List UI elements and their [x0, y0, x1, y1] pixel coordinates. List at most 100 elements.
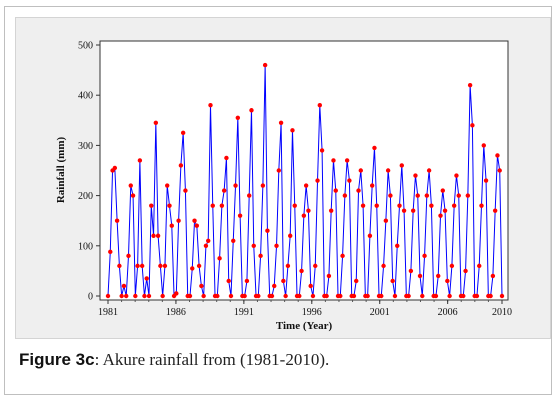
data-point: [415, 193, 420, 198]
data-point: [474, 293, 480, 299]
data-point: [121, 283, 127, 289]
data-point: [360, 203, 366, 208]
plot-area: [99, 40, 509, 301]
data-point: [388, 193, 393, 198]
data-point: [142, 293, 147, 299]
data-point: [499, 293, 505, 299]
data-point: [221, 188, 227, 193]
data-point: [379, 293, 384, 299]
data-point: [190, 266, 195, 271]
data-point: [406, 293, 411, 299]
data-point: [251, 243, 256, 248]
data-point: [385, 168, 391, 173]
data-point: [187, 293, 193, 299]
data-point: [139, 263, 145, 269]
x-tick-label: 1986: [166, 307, 186, 318]
caption-label: Figure 3c: [19, 350, 95, 369]
data-point: [438, 213, 443, 218]
data-point: [278, 120, 284, 126]
data-point: [347, 178, 352, 183]
data-point: [117, 263, 122, 269]
x-tick-label: 2001: [370, 307, 390, 318]
data-point: [481, 143, 486, 148]
data-point: [436, 273, 441, 279]
data-point: [237, 213, 243, 218]
data-point: [206, 238, 211, 243]
rainfall-chart: 0 100 200 300 400 500 1981 1986 1991 1996 2001 200…: [55, 40, 512, 332]
data-point: [445, 278, 450, 284]
data-point: [124, 293, 129, 299]
data-point: [301, 213, 307, 218]
data-point: [470, 123, 475, 128]
data-point: [372, 145, 377, 151]
data-point: [395, 243, 400, 248]
data-point: [426, 168, 432, 173]
data-point: [272, 283, 277, 289]
data-point: [128, 183, 133, 188]
data-point: [392, 293, 398, 299]
data-point: [374, 203, 379, 208]
data-point: [303, 183, 309, 188]
data-point: [226, 278, 231, 284]
figure-frame: 0 100 200 300 400 500 1981 1986 1991 1996 2001 200…: [4, 6, 552, 395]
data-point: [331, 158, 336, 163]
data-point: [356, 188, 361, 193]
data-point: [408, 268, 414, 274]
data-point: [242, 293, 247, 299]
x-tick-label: 1991: [234, 307, 254, 318]
data-point: [105, 293, 111, 299]
data-point: [367, 233, 373, 238]
data-point: [313, 263, 318, 269]
data-point: [299, 268, 304, 274]
data-point: [165, 183, 170, 188]
data-point: [108, 249, 113, 255]
x-tick-label: 2006: [438, 307, 458, 318]
data-point: [192, 218, 197, 223]
data-point: [447, 293, 452, 299]
data-point: [477, 263, 482, 269]
data-point: [442, 208, 448, 213]
data-point: [401, 208, 407, 213]
data-point: [483, 178, 489, 183]
data-point: [126, 253, 131, 259]
data-point: [397, 203, 402, 208]
data-point: [369, 183, 375, 188]
data-point: [135, 263, 140, 269]
x-tick-label: 1981: [98, 307, 118, 318]
data-point: [340, 253, 345, 259]
data-point: [208, 103, 213, 108]
data-point: [144, 276, 149, 281]
data-point: [413, 173, 418, 178]
data-point: [178, 163, 184, 168]
data-point: [215, 293, 220, 299]
data-point: [297, 293, 302, 299]
figure-caption: Figure 3c: Akure rainfall from (1981-201…: [19, 350, 329, 370]
data-point: [433, 293, 439, 299]
data-point: [112, 165, 118, 171]
data-point: [137, 158, 143, 163]
data-point: [317, 103, 322, 108]
data-point: [149, 203, 154, 208]
data-point: [461, 293, 466, 299]
data-point: [465, 193, 471, 198]
data-point: [151, 233, 156, 238]
y-tick-label: 500: [78, 41, 93, 52]
data-point: [269, 293, 275, 299]
data-point: [180, 130, 186, 136]
data-point: [160, 293, 165, 299]
data-point: [351, 293, 357, 299]
data-point: [285, 263, 291, 269]
data-point: [342, 193, 348, 198]
data-point: [262, 62, 268, 68]
data-point: [292, 203, 297, 208]
y-tick-label: 300: [78, 141, 93, 152]
data-point: [328, 208, 334, 213]
data-point: [158, 263, 163, 269]
data-point: [451, 203, 457, 208]
data-point: [344, 158, 350, 163]
data-point: [274, 243, 279, 248]
data-point: [390, 278, 395, 284]
rainfall-series-markers: [105, 62, 505, 299]
y-tick-label: 400: [78, 91, 93, 102]
data-point: [490, 273, 496, 279]
